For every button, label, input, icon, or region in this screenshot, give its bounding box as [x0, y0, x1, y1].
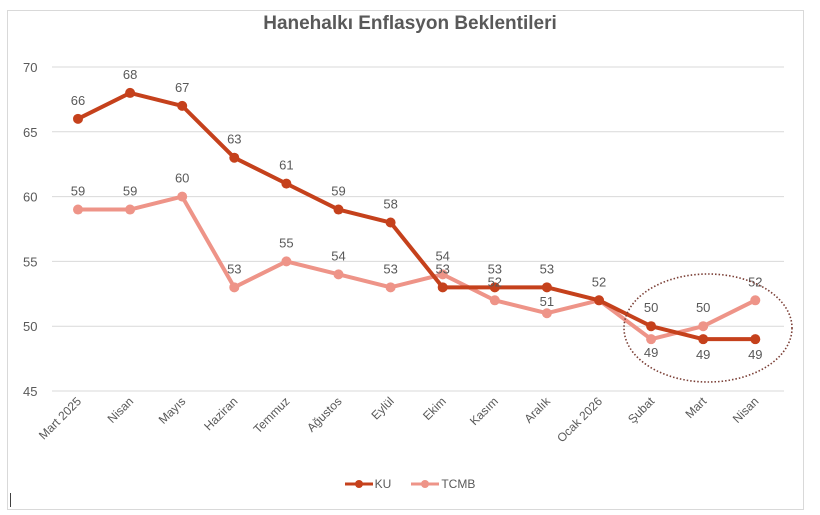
legend: KU TCMB: [0, 477, 820, 491]
data-label-tcmb: 59: [123, 184, 137, 199]
data-point-tcmb[interactable]: [541, 308, 552, 319]
data-label-ku: 52: [592, 274, 606, 289]
data-label-ku: 49: [748, 347, 762, 362]
data-label-ku: 59: [331, 184, 345, 199]
data-label-tcmb: 60: [175, 171, 189, 186]
data-point-ku[interactable]: [385, 217, 396, 228]
data-point-ku[interactable]: [125, 87, 136, 98]
data-point-tcmb[interactable]: [437, 269, 448, 280]
data-point-tcmb[interactable]: [177, 191, 188, 202]
data-label-ku: 66: [71, 93, 85, 108]
y-axis-labels: 45 50 55 60 65 70: [23, 60, 37, 399]
data-label-tcmb: 54: [435, 248, 449, 263]
data-series: [73, 87, 761, 345]
x-tick-label: Ekim: [420, 394, 449, 423]
legend-item-ku[interactable]: KU: [344, 477, 392, 491]
data-point-tcmb[interactable]: [385, 282, 396, 293]
legend-swatch-tcmb-icon: [411, 480, 440, 488]
data-point-ku[interactable]: [229, 152, 240, 163]
x-tick-label: Haziran: [201, 394, 240, 433]
data-point-ku[interactable]: [646, 321, 657, 332]
data-point-tcmb[interactable]: [333, 269, 344, 280]
data-label-tcmb: 53: [383, 261, 397, 276]
data-point-tcmb[interactable]: [750, 295, 761, 306]
annotation-ellipse: [623, 273, 793, 383]
series-line-ku: [77, 90, 756, 342]
data-label-tcmb: 49: [644, 345, 658, 360]
data-point-ku[interactable]: [594, 295, 604, 306]
x-axis-labels: Mart 2025 Nisan Mayıs Haziran Temmuz Ağustos E…: [36, 394, 761, 446]
data-label-ku: 53: [488, 261, 502, 276]
legend-label-tcmb: TCMB: [441, 477, 476, 491]
data-label-ku: 67: [175, 80, 189, 95]
data-label-tcmb: 55: [279, 235, 293, 250]
legend-swatch-ku-icon: [344, 480, 373, 488]
x-tick-label: Mart: [682, 394, 709, 421]
data-label-tcmb: 51: [540, 294, 554, 309]
data-label-tcmb: 52: [488, 274, 502, 289]
y-tick-label: 60: [23, 190, 37, 205]
legend-label-ku: KU: [374, 477, 392, 491]
data-point-ku[interactable]: [541, 282, 552, 293]
data-point-ku[interactable]: [73, 113, 83, 124]
data-label-ku: 58: [383, 197, 397, 212]
data-point-ku[interactable]: [281, 178, 292, 189]
x-tick-label: Nisan: [105, 394, 137, 426]
data-point-ku[interactable]: [698, 334, 709, 345]
data-label-ku: 63: [227, 132, 241, 147]
highlight-ellipse: [623, 273, 793, 383]
x-tick-label: Nisan: [730, 394, 762, 426]
data-label-ku: 61: [279, 158, 293, 173]
data-label-ku: 53: [540, 261, 554, 276]
gridlines: [52, 66, 784, 392]
data-point-tcmb[interactable]: [281, 256, 292, 267]
y-tick-label: 45: [23, 384, 37, 399]
data-label-ku: 50: [644, 300, 658, 315]
x-tick-label: Şubat: [625, 394, 658, 427]
data-point-tcmb[interactable]: [489, 295, 500, 306]
data-point-tcmb[interactable]: [125, 204, 136, 215]
data-label-ku: 53: [435, 261, 449, 276]
data-point-ku[interactable]: [437, 282, 448, 293]
legend-item-tcmb[interactable]: TCMB: [411, 477, 475, 491]
data-point-ku[interactable]: [333, 204, 344, 215]
x-tick-label: Ocak 2026: [554, 394, 605, 445]
data-point-tcmb[interactable]: [698, 321, 709, 332]
x-tick-label: Temmuz: [251, 394, 293, 436]
chart-title: Hanehalkı Enflasyon Beklentileri: [263, 13, 557, 34]
data-point-tcmb[interactable]: [73, 204, 83, 215]
data-label-tcmb: 59: [71, 184, 85, 199]
data-point-ku[interactable]: [177, 100, 188, 111]
data-point-ku[interactable]: [750, 334, 761, 345]
x-tick-label: Aralık: [521, 394, 553, 426]
y-tick-label: 55: [23, 254, 37, 269]
data-point-tcmb[interactable]: [229, 282, 240, 293]
x-tick-label: Mayıs: [156, 394, 189, 427]
x-tick-label: Ağustos: [304, 394, 345, 435]
data-label-tcmb: 50: [696, 300, 710, 315]
y-tick-label: 65: [23, 125, 37, 140]
y-tick-label: 70: [23, 60, 37, 75]
x-tick-label: Mart 2025: [36, 394, 84, 442]
data-label-tcmb: 54: [331, 248, 345, 263]
data-label-tcmb: 52: [748, 274, 762, 289]
y-tick-label: 50: [23, 319, 37, 334]
x-tick-label: Eylül: [368, 394, 396, 422]
data-label-tcmb: 53: [227, 261, 241, 276]
data-label-ku: 49: [696, 347, 710, 362]
data-label-ku: 68: [123, 67, 137, 82]
series-line-tcmb: [78, 194, 757, 342]
data-point-ku[interactable]: [489, 282, 500, 293]
edge-mark: [10, 493, 11, 507]
x-tick-label: Kasım: [467, 394, 501, 428]
data-point-tcmb[interactable]: [646, 334, 657, 345]
